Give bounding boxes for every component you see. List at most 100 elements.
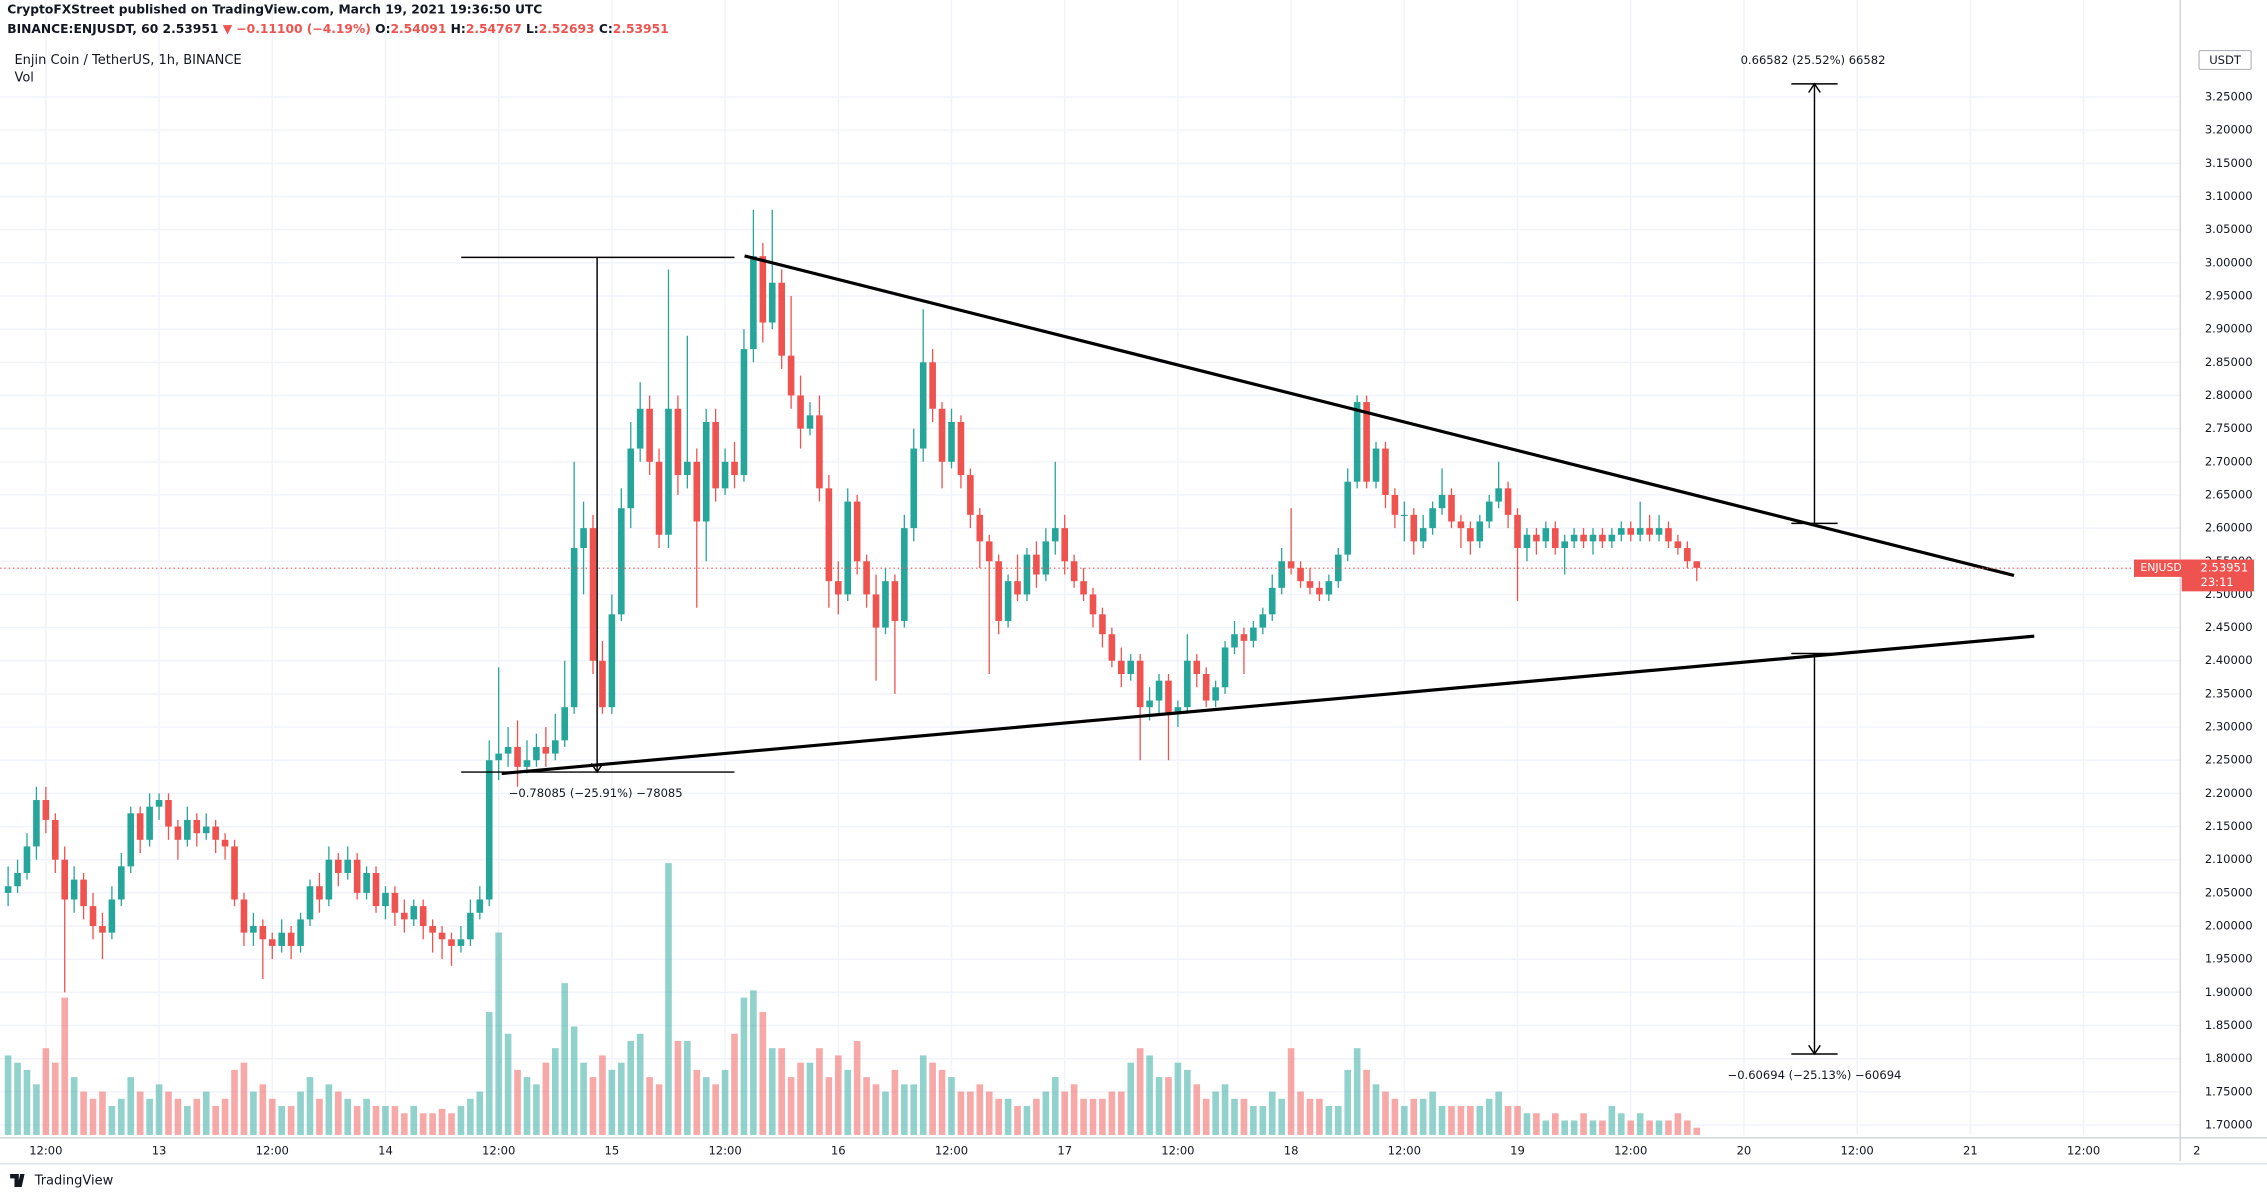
candle-body: [1325, 581, 1333, 595]
volume-bar: [1004, 1098, 1012, 1135]
volume-bar: [599, 1055, 606, 1135]
candle-body: [316, 886, 323, 900]
volume-bar: [363, 1098, 370, 1135]
volume-bar: [1617, 1113, 1625, 1135]
candle-body: [1334, 554, 1342, 582]
currency: USDT: [2209, 53, 2242, 67]
volume-bar: [1589, 1120, 1597, 1135]
volume-bar: [1061, 1091, 1069, 1135]
candle-body: [1061, 528, 1069, 562]
volume-bar: [533, 1084, 540, 1135]
y-tick-label: 1.85000: [2205, 1018, 2253, 1032]
candle-body: [646, 408, 653, 462]
volume-bar: [995, 1098, 1002, 1135]
candle-body: [618, 508, 625, 615]
x-tick-label: 12:00: [482, 1143, 515, 1157]
y-tick-label: 2.40000: [2205, 653, 2253, 667]
candle-body: [14, 872, 21, 887]
volume-bar: [504, 1033, 512, 1135]
candle-body: [278, 932, 285, 946]
upper-trendline: [744, 254, 2015, 577]
volume-bar: [485, 1012, 493, 1135]
volume-bar: [863, 1077, 870, 1135]
candle-body: [1174, 707, 1182, 714]
volume-bar: [1372, 1084, 1380, 1135]
volume-bar: [1155, 1077, 1163, 1135]
volume-bar: [1184, 1069, 1191, 1135]
candle-body: [778, 282, 785, 356]
volume-bar: [768, 1048, 776, 1135]
candle-body: [1250, 627, 1257, 641]
candle-body: [863, 561, 870, 595]
candle-body: [825, 488, 833, 582]
candle-body: [967, 475, 974, 515]
candle-body: [1636, 528, 1644, 535]
volume-bar: [419, 1113, 427, 1135]
volume-bar: [1165, 1077, 1172, 1135]
candle-body: [457, 939, 465, 946]
volume-bar: [721, 1069, 729, 1135]
ohlc-value: 2.54767: [466, 21, 522, 35]
grid: [0, 0, 2181, 1135]
candle-body: [372, 872, 380, 907]
candle-body: [33, 800, 40, 847]
candle-body: [787, 355, 795, 396]
candle-body: [1457, 521, 1465, 529]
candle-body: [1363, 402, 1370, 482]
volume-bar: [250, 1091, 257, 1135]
candle-body: [957, 421, 965, 476]
y-tick-label: 3.20000: [2205, 123, 2253, 137]
candle-body: [1533, 534, 1540, 542]
volume-bar: [33, 1084, 40, 1135]
volume-bar: [297, 1091, 304, 1135]
volume-bar: [1316, 1098, 1323, 1135]
volume-bar: [99, 1091, 106, 1135]
y-tick-label: 2.10000: [2205, 852, 2253, 866]
candle-body: [1051, 528, 1059, 542]
candle-body: [1372, 448, 1380, 482]
volume-bar: [259, 1084, 267, 1135]
candle-body: [731, 461, 738, 476]
candle-body: [504, 746, 512, 754]
ohlc-value: 2.53951: [613, 21, 669, 35]
candle-body: [1485, 501, 1493, 522]
volume-bar: [1127, 1062, 1135, 1135]
candle-body: [1306, 581, 1314, 588]
volume-bar: [287, 1106, 295, 1135]
volume-bar: [1070, 1084, 1078, 1135]
brand: TradingView: [34, 1174, 114, 1189]
candle-body: [797, 395, 804, 429]
candle-body: [1476, 521, 1484, 542]
candle-body: [250, 926, 257, 933]
volume-bar: [1693, 1127, 1701, 1135]
candles: [4, 209, 1701, 993]
volume-bar: [1523, 1113, 1531, 1135]
candle-body: [1316, 587, 1323, 595]
ohlc-label: C:: [599, 21, 613, 35]
candle-body: [61, 859, 69, 900]
volume-bar: [702, 1077, 710, 1135]
volume-bar: [1514, 1106, 1521, 1135]
symbol-tag: ENJUSDT: [2140, 561, 2188, 574]
candle-body: [448, 939, 455, 946]
volume-bar: [118, 1098, 125, 1135]
volume-bar: [825, 1077, 833, 1135]
volume-bar: [693, 1069, 701, 1135]
volume-bar: [184, 1106, 191, 1135]
candle-body: [1221, 647, 1229, 688]
candle-body: [985, 541, 993, 562]
drawings: [461, 82, 2035, 1056]
y-tick-label: 3.25000: [2205, 90, 2253, 104]
x-tick-label: 15: [605, 1143, 620, 1157]
candle-body: [1155, 680, 1163, 701]
volume-bar: [14, 1062, 21, 1135]
volume-bar: [1014, 1106, 1021, 1135]
volume-bar: [1221, 1084, 1229, 1135]
volume-bar: [901, 1084, 908, 1135]
volume-bar: [1410, 1098, 1418, 1135]
x-tick-label: 12:00: [1388, 1143, 1421, 1157]
candle-body: [995, 561, 1002, 621]
candle-body: [533, 746, 540, 761]
volume-bar: [1042, 1091, 1050, 1135]
